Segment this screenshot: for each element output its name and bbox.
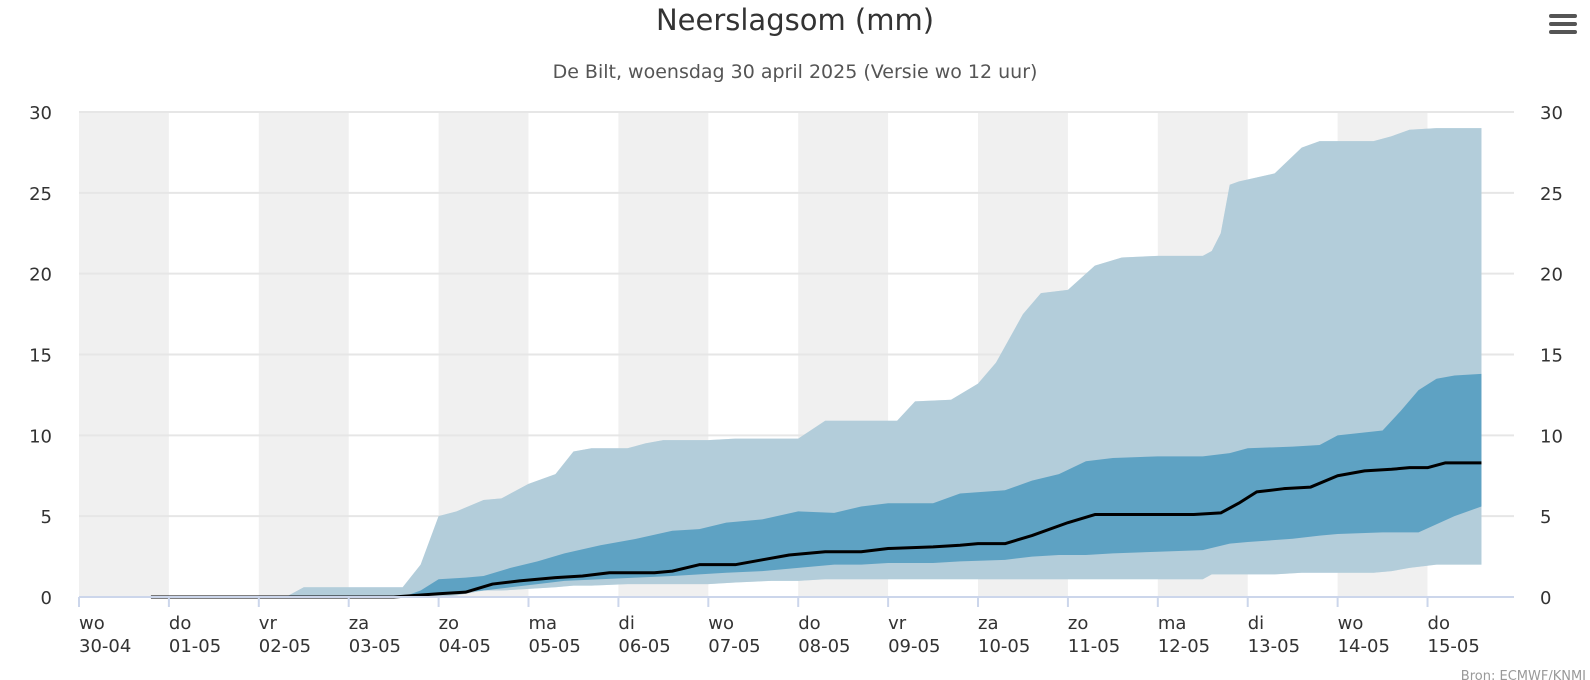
x-tick-label-date: 12-05: [1158, 636, 1210, 657]
y-tick-label-right: 30: [1540, 103, 1563, 124]
x-tick-label-day: wo: [1338, 613, 1364, 634]
series-layer: [150, 128, 1482, 599]
y-tick-label-right: 15: [1540, 346, 1563, 367]
x-tick-label-day: di: [1248, 613, 1264, 634]
menu-bar: [1549, 22, 1577, 26]
x-tick-label-date: 11-05: [1068, 636, 1120, 657]
y-tick-label-left: 25: [29, 184, 52, 205]
chart-title: Neerslagsom (mm): [656, 3, 934, 37]
x-tick-label-date: 14-05: [1338, 636, 1390, 657]
x-tick-label-date: 06-05: [618, 636, 670, 657]
x-tick-label-date: 07-05: [708, 636, 760, 657]
x-tick-label-day: di: [618, 613, 634, 634]
x-tick-label-day: do: [798, 613, 820, 634]
y-tick-label-left: 10: [29, 426, 52, 447]
y-tick-label-left: 5: [41, 507, 52, 528]
x-tick-label-date: 05-05: [529, 636, 581, 657]
x-tick-label-day: do: [1428, 613, 1450, 634]
y-tick-label-right: 25: [1540, 184, 1563, 205]
x-tick-label-day: wo: [708, 613, 734, 634]
x-tick-label-day: wo: [79, 613, 105, 634]
x-tick-label-day: vr: [888, 613, 907, 634]
x-tick-label-day: zo: [439, 613, 459, 634]
median-line: [150, 461, 1482, 599]
y-tick-label-right: 10: [1540, 426, 1563, 447]
x-tick-label-date: 01-05: [169, 636, 221, 657]
x-tick-label-day: zo: [1068, 613, 1088, 634]
x-tick-label-date: 02-05: [259, 636, 311, 657]
x-tick-label-day: vr: [259, 613, 278, 634]
y-tick-label-right: 0: [1540, 588, 1551, 609]
x-tick-label-date: 03-05: [349, 636, 401, 657]
y-tick-label-left: 15: [29, 346, 52, 367]
x-tick-label-date: 08-05: [798, 636, 850, 657]
y-tick-label-right: 5: [1540, 507, 1551, 528]
x-tick-label-day: za: [978, 613, 998, 634]
x-tick-label-date: 30-04: [79, 636, 131, 657]
source-credit: Bron: ECMWF/KNMI: [1461, 669, 1586, 680]
y-tick-label-left: 20: [29, 265, 52, 286]
x-tick-label-day: do: [169, 613, 191, 634]
y-tick-label-right: 20: [1540, 265, 1563, 286]
x-tick-label-date: 04-05: [439, 636, 491, 657]
y-tick-label-left: 0: [41, 588, 52, 609]
inner-band-area: [402, 373, 1482, 597]
x-tick-label-date: 15-05: [1428, 636, 1480, 657]
hamburger-menu-icon[interactable]: [1545, 10, 1581, 42]
x-tick-label-day: ma: [1158, 613, 1187, 634]
menu-bar: [1549, 30, 1577, 34]
chart-subtitle: De Bilt, woensdag 30 april 2025 (Versie …: [553, 61, 1038, 83]
x-tick-label-date: 10-05: [978, 636, 1030, 657]
x-tick-label-date: 13-05: [1248, 636, 1300, 657]
x-tick-label-day: za: [349, 613, 369, 634]
x-tick-label-date: 09-05: [888, 636, 940, 657]
x-tick-label-day: ma: [529, 613, 558, 634]
y-tick-label-left: 30: [29, 103, 52, 124]
menu-bar: [1549, 14, 1577, 18]
